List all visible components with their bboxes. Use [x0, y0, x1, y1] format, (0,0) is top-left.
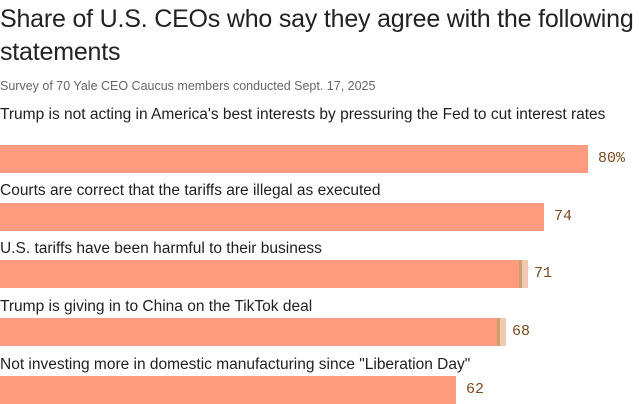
- value-label: 62: [466, 381, 485, 398]
- value-label: 80%: [598, 150, 626, 167]
- chart-subtitle: Survey of 70 Yale CEO Caucus members con…: [0, 79, 376, 93]
- category-label: Courts are correct that the tariffs are …: [0, 182, 381, 199]
- value-label: 68: [512, 323, 531, 340]
- chart-title: Share of U.S. CEOs who say they agree wi…: [0, 5, 634, 66]
- value-label: 71: [534, 265, 553, 282]
- category-label: U.S. tariffs have been harmful to their …: [0, 240, 322, 257]
- value-label: 74: [554, 208, 573, 225]
- category-label: Trump is not acting in America's best in…: [0, 106, 606, 123]
- bar-edge: [497, 318, 500, 346]
- bar-highlight: [497, 318, 506, 346]
- bar: [0, 145, 588, 173]
- bar-highlight: [519, 260, 528, 288]
- bar: [0, 318, 500, 346]
- bar: [0, 260, 522, 288]
- bar-chart: Trump is not acting in America's best in…: [0, 100, 640, 404]
- category-label: Not investing more in domestic manufactu…: [0, 356, 471, 373]
- bar-edge: [519, 260, 522, 288]
- bar: [0, 203, 544, 231]
- category-label: Trump is giving in to China on the TikTo…: [0, 298, 313, 315]
- bar: [0, 376, 456, 404]
